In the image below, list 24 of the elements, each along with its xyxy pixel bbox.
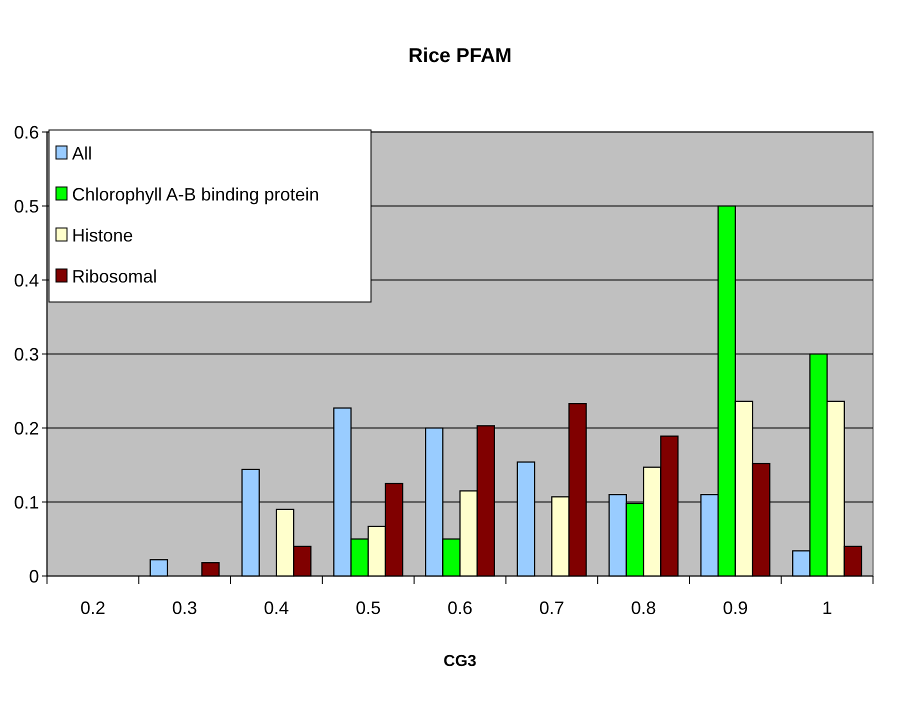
x-tick-label: 0.9: [722, 598, 748, 618]
y-tick-label: 0.6: [14, 122, 39, 142]
x-tick-label: 0.7: [539, 598, 564, 618]
y-tick-label: 0.1: [14, 492, 39, 512]
y-tick-label: 0.3: [14, 344, 39, 364]
x-tick-label: 0.6: [447, 598, 473, 618]
legend-label: Chlorophyll A-B binding protein: [72, 184, 320, 204]
y-tick-label: 0: [28, 566, 39, 586]
y-tick-label: 0.4: [14, 270, 39, 290]
x-axis-title: CG3: [444, 653, 477, 670]
x-tick-label: 0.8: [631, 598, 656, 618]
x-tick-label: 0.2: [80, 598, 106, 618]
y-tick-label: 0.5: [14, 196, 39, 216]
x-tick-label: 0.5: [356, 598, 381, 618]
x-tick-label: 1: [822, 598, 832, 618]
chart-title: Rice PFAM: [408, 45, 512, 67]
x-tick-label: 0.4: [264, 598, 289, 618]
y-tick-label: 0.2: [14, 418, 39, 438]
legend-label: Ribosomal: [72, 266, 158, 286]
bar: [150, 559, 168, 577]
legend-label: All: [72, 143, 92, 164]
x-tick-label: 0.3: [172, 598, 198, 618]
bar: [201, 562, 220, 577]
legend-label: Histone: [72, 225, 134, 246]
